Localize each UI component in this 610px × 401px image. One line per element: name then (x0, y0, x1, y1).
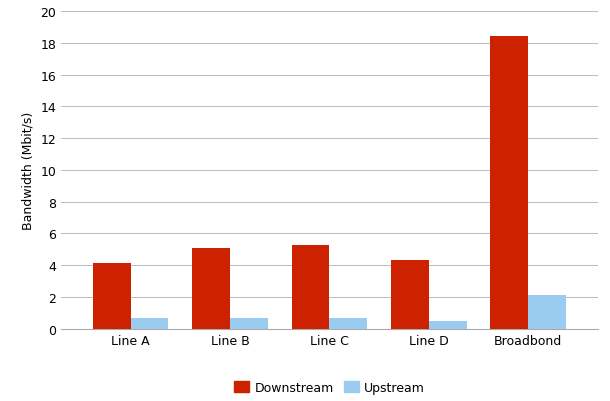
Legend: Downstream, Upstream: Downstream, Upstream (229, 376, 429, 399)
Y-axis label: Bandwidth (Mbit/s): Bandwidth (Mbit/s) (22, 111, 35, 229)
Bar (528, 296, 566, 329)
Bar (329, 318, 367, 329)
Bar (391, 261, 429, 329)
Bar (490, 37, 528, 329)
Bar (292, 246, 329, 329)
Bar (429, 322, 467, 329)
Bar (131, 318, 168, 329)
Bar (93, 263, 131, 329)
Bar (230, 318, 268, 329)
Bar (192, 249, 230, 329)
